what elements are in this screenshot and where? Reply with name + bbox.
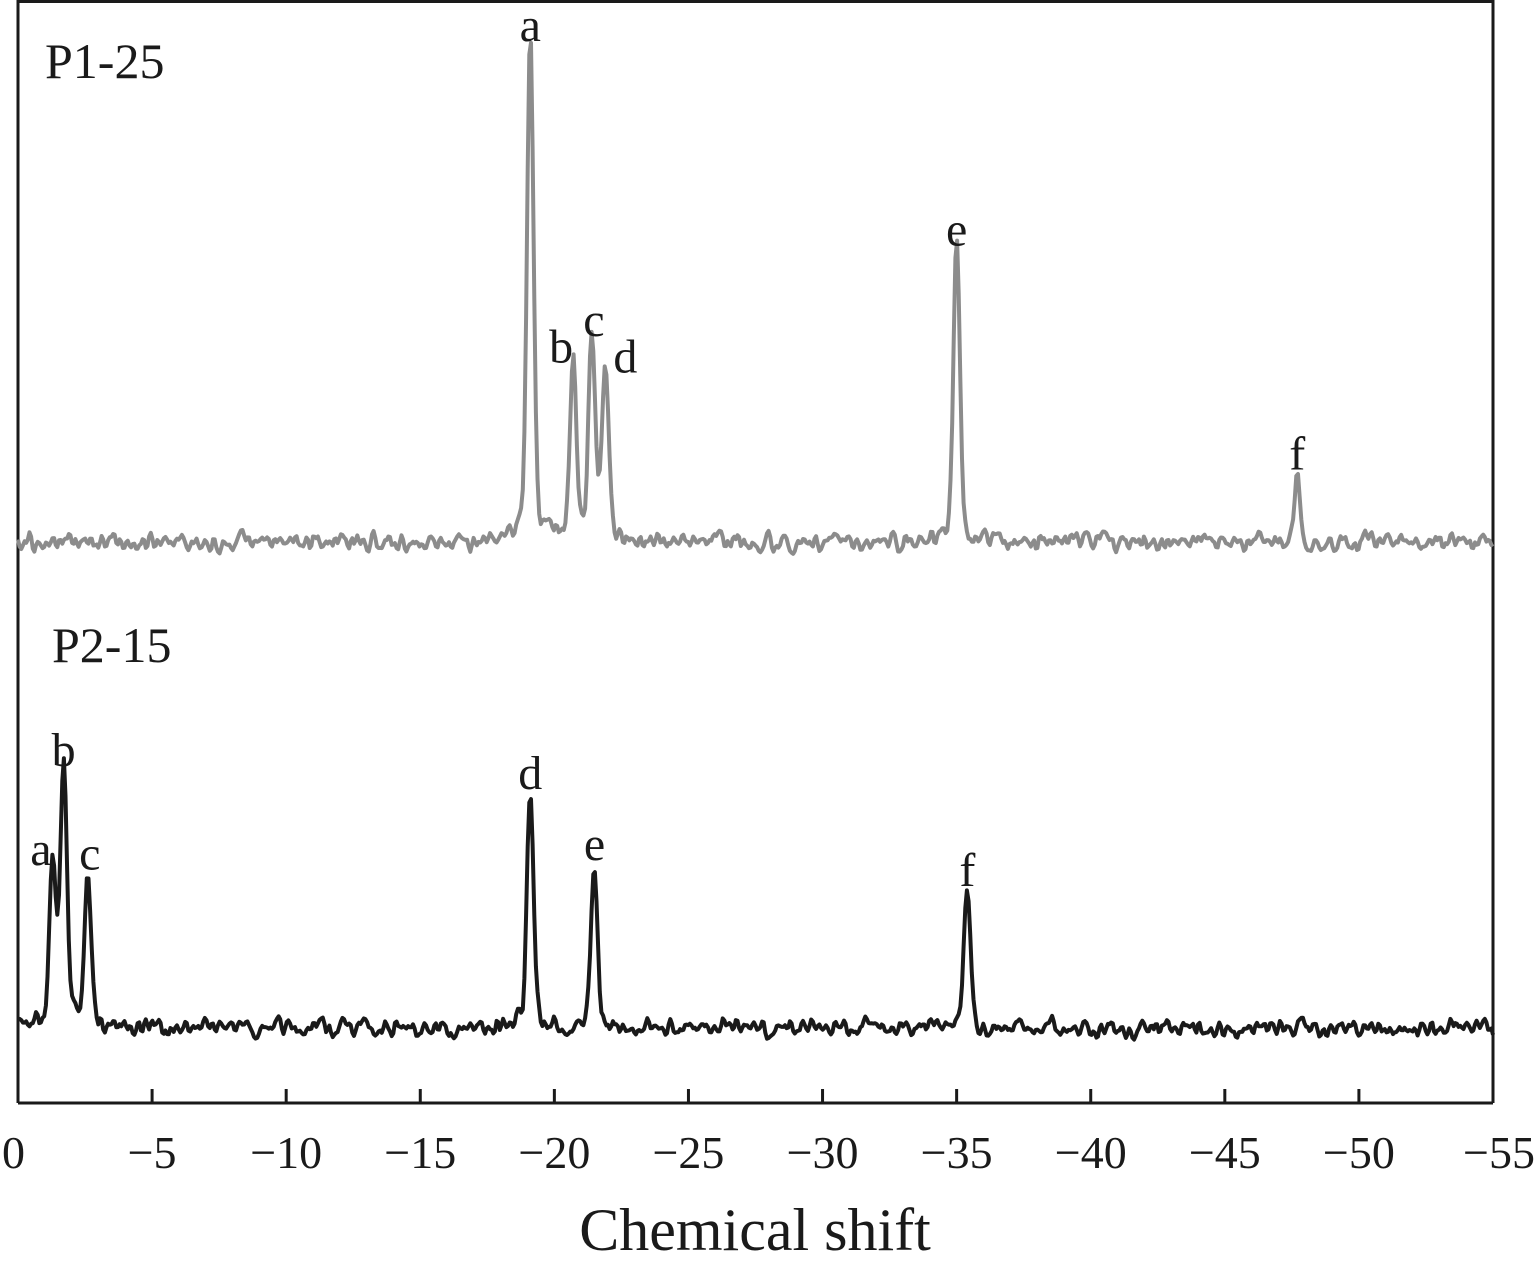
x-tick-label: −55 xyxy=(1463,1127,1535,1178)
x-axis-tick-labels: 0 −5 −10 −15 −20 −25 −30 −35 −40 −45 −50 −55 xyxy=(2,1127,1535,1178)
peak-label: c xyxy=(79,828,100,881)
panel-labels: P1-25 P2-15 xyxy=(45,33,171,673)
series-label: P1-25 xyxy=(45,33,164,89)
peak-label: b xyxy=(549,320,573,373)
peak-label: e xyxy=(584,818,605,871)
peak-label: f xyxy=(1289,428,1305,481)
series-label: P2-15 xyxy=(52,617,171,673)
x-tick-label: −10 xyxy=(250,1127,322,1178)
peak-label: c xyxy=(583,294,604,347)
peak-label: d xyxy=(613,330,637,383)
x-tick-label: −20 xyxy=(518,1127,590,1178)
peak-label: b xyxy=(52,724,76,777)
x-tick-label: −30 xyxy=(787,1127,859,1178)
x-tick-label: −40 xyxy=(1055,1127,1127,1178)
x-tick-label: −25 xyxy=(652,1127,724,1178)
peak-label: f xyxy=(959,844,975,897)
peak-label: d xyxy=(518,747,542,800)
peak-label: a xyxy=(520,0,541,52)
x-tick-label: −5 xyxy=(128,1127,177,1178)
peak-label: e xyxy=(946,204,967,257)
series-line xyxy=(16,756,1495,1042)
x-tick-label: −50 xyxy=(1323,1127,1395,1178)
spectrum-traces xyxy=(16,40,1495,1042)
x-axis-ticks xyxy=(16,1089,1495,1103)
x-axis-title: Chemical shift xyxy=(579,1197,931,1263)
x-tick-label: −35 xyxy=(921,1127,993,1178)
peak-label: a xyxy=(30,823,51,876)
plot-frame xyxy=(16,0,1495,1105)
x-tick-label: −15 xyxy=(384,1127,456,1178)
series-line xyxy=(16,40,1495,556)
x-tick-label: −45 xyxy=(1189,1127,1261,1178)
x-tick-label: 0 xyxy=(2,1127,25,1178)
